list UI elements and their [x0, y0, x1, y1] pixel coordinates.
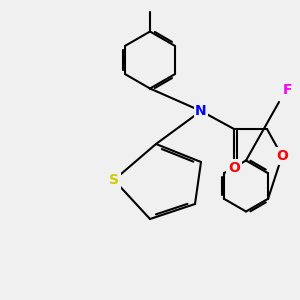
Text: N: N: [195, 104, 207, 118]
Text: F: F: [283, 83, 293, 97]
Text: O: O: [276, 149, 288, 163]
Text: O: O: [228, 161, 240, 175]
Text: S: S: [109, 173, 119, 187]
